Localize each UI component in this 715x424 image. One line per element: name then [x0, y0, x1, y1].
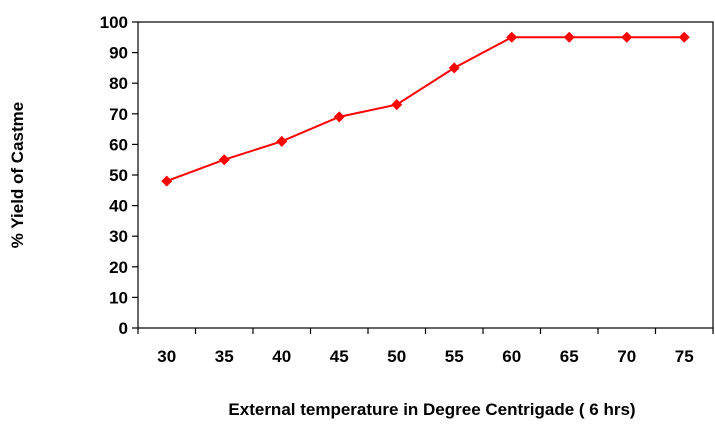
data-point-marker — [678, 31, 690, 43]
x-tick-label: 40 — [272, 347, 291, 366]
series-layer — [161, 31, 690, 187]
x-axis-ticks: 30 35 40 45 50 55 60 65 70 75 — [137, 328, 714, 366]
y-tick-label: 40 — [109, 197, 128, 216]
data-point-marker — [161, 175, 173, 187]
y-tick-label: 70 — [109, 105, 128, 124]
y-tick-label: 0 — [119, 319, 128, 338]
y-axis-ticks: 0 10 20 30 40 50 60 70 80 90 100 — [100, 13, 138, 338]
y-tick-label: 30 — [109, 227, 128, 246]
data-point-marker — [276, 135, 288, 147]
series-line — [166, 36, 685, 183]
x-tick-label: 70 — [617, 347, 636, 366]
x-tick-label: 35 — [215, 347, 234, 366]
data-point-marker — [506, 31, 518, 43]
x-tick-label: 60 — [502, 347, 521, 366]
y-tick-label: 20 — [109, 258, 128, 277]
data-point-marker — [448, 62, 460, 74]
y-tick-label: 80 — [109, 74, 128, 93]
data-point-marker — [333, 111, 345, 123]
data-point-marker — [218, 154, 230, 166]
y-tick-label: 10 — [109, 288, 128, 307]
x-tick-label: 50 — [387, 347, 406, 366]
x-axis-title: External temperature in Degree Centrigad… — [228, 400, 635, 419]
y-tick-label: 100 — [100, 13, 128, 32]
data-point-marker — [391, 99, 403, 111]
x-tick-label: 75 — [675, 347, 694, 366]
x-tick-label: 55 — [445, 347, 464, 366]
x-tick-label: 45 — [330, 347, 349, 366]
data-point-marker — [563, 31, 575, 43]
x-tick-label: 65 — [560, 347, 579, 366]
y-tick-label: 50 — [109, 166, 128, 185]
y-tick-label: 60 — [109, 135, 128, 154]
y-tick-label: 90 — [109, 44, 128, 63]
x-tick-label: 30 — [157, 347, 176, 366]
plot-area — [137, 21, 714, 329]
y-axis-title: % Yield of Castme — [8, 102, 27, 248]
data-point-marker — [621, 31, 633, 43]
